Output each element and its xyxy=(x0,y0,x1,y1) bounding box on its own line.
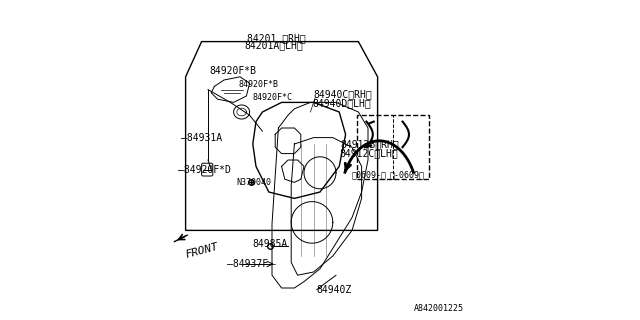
Text: 84201A〈LH〉: 84201A〈LH〉 xyxy=(244,40,303,51)
Text: 84940D〈LH〉: 84940D〈LH〉 xyxy=(312,98,371,108)
Text: 84201 〈RH〉: 84201 〈RH〉 xyxy=(248,33,306,43)
Text: 84940C〈RH〉: 84940C〈RH〉 xyxy=(314,89,372,100)
Text: 84912C〈LH〉: 84912C〈LH〉 xyxy=(339,148,398,159)
Text: 84940Z: 84940Z xyxy=(317,285,352,295)
Text: —84931A: —84931A xyxy=(181,133,222,143)
Text: 84920F*B: 84920F*B xyxy=(239,80,278,89)
Text: 84985A: 84985A xyxy=(253,239,288,249)
Text: 〈-0609〉: 〈-0609〉 xyxy=(390,170,425,179)
Text: A842001225: A842001225 xyxy=(413,304,463,313)
Text: 84920F*C: 84920F*C xyxy=(252,93,292,102)
Text: 〈0609-〉: 〈0609-〉 xyxy=(351,170,387,179)
Text: 84920F*B: 84920F*B xyxy=(210,66,257,76)
Text: 84912B〈RH〉: 84912B〈RH〉 xyxy=(340,140,399,150)
Text: —84937F: —84937F xyxy=(227,259,268,269)
Text: N370040: N370040 xyxy=(237,178,272,187)
Text: —84920F*D: —84920F*D xyxy=(178,165,230,175)
Text: FRONT: FRONT xyxy=(184,242,220,260)
Bar xyxy=(357,115,429,179)
